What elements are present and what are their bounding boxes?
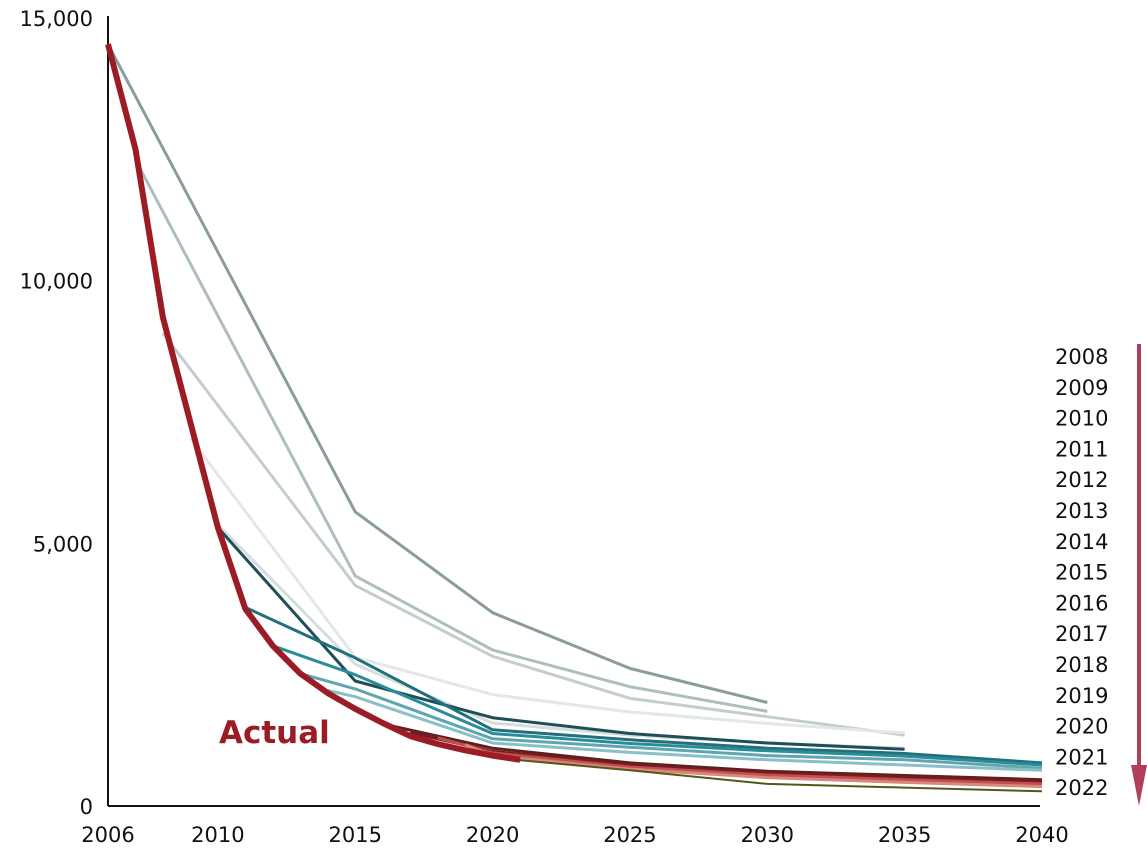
- series-line-2011: [189, 437, 905, 735]
- series-line-actual: [105, 43, 521, 763]
- axes: [107, 16, 1040, 807]
- legend-label-2017: 2017: [1055, 622, 1108, 646]
- x-tick-labels: 2006 2010 2015 2020 2025 2030 2035 2040: [81, 823, 1068, 847]
- legend-label-2009: 2009: [1055, 376, 1108, 400]
- legend-label-2015: 2015: [1055, 561, 1108, 585]
- legend-label-2018: 2018: [1055, 653, 1108, 677]
- y-tick-label: 15,000: [20, 7, 93, 31]
- arrow-head: [1131, 765, 1147, 806]
- x-tick-label: 2020: [466, 823, 519, 847]
- series-lines: [105, 43, 1043, 793]
- legend-label-2010: 2010: [1055, 407, 1108, 431]
- legend: 2008 2009 2010 2011 2012 2013 2014 2015 2016 2017…: [1055, 345, 1108, 800]
- series-line-2017: [327, 688, 1043, 772]
- x-tick-label: 2030: [741, 823, 794, 847]
- series-line-2015: [272, 644, 1043, 767]
- x-tick-label: 2035: [878, 823, 931, 847]
- x-tick-label: 2040: [1015, 823, 1068, 847]
- series-line-2016: [299, 672, 1043, 770]
- x-tick-label: 2015: [329, 823, 382, 847]
- legend-label-2019: 2019: [1055, 684, 1108, 708]
- actual-annotation: Actual: [219, 715, 330, 751]
- series-line-2018: [382, 722, 1043, 782]
- legend-label-2013: 2013: [1055, 499, 1108, 523]
- series-line-2014: [244, 606, 1043, 765]
- y-tick-label: 10,000: [20, 270, 93, 294]
- series-line-2009: [134, 159, 768, 713]
- series-line-2013: [216, 526, 905, 751]
- series-line-2008: [106, 43, 768, 704]
- legend-label-2012: 2012: [1055, 468, 1108, 492]
- x-tick-label: 2010: [191, 823, 244, 847]
- legend-label-2020: 2020: [1055, 715, 1108, 739]
- series-line-2022: [492, 756, 1043, 793]
- y-tick-label: 5,000: [33, 532, 93, 556]
- legend-label-2008: 2008: [1055, 345, 1108, 369]
- legend-label-2016: 2016: [1055, 591, 1108, 615]
- y-tick-label: 0: [80, 795, 93, 819]
- legend-arrow: [1131, 344, 1147, 806]
- legend-label-2011: 2011: [1055, 437, 1108, 461]
- legend-label-2022: 2022: [1055, 776, 1108, 800]
- y-tick-labels: 0 5,000 10,000 15,000: [20, 7, 93, 819]
- x-tick-label: 2006: [81, 823, 134, 847]
- legend-label-2021: 2021: [1055, 745, 1108, 769]
- legend-label-2014: 2014: [1055, 530, 1108, 554]
- series-line-2010: [161, 332, 905, 737]
- x-tick-label: 2025: [603, 823, 656, 847]
